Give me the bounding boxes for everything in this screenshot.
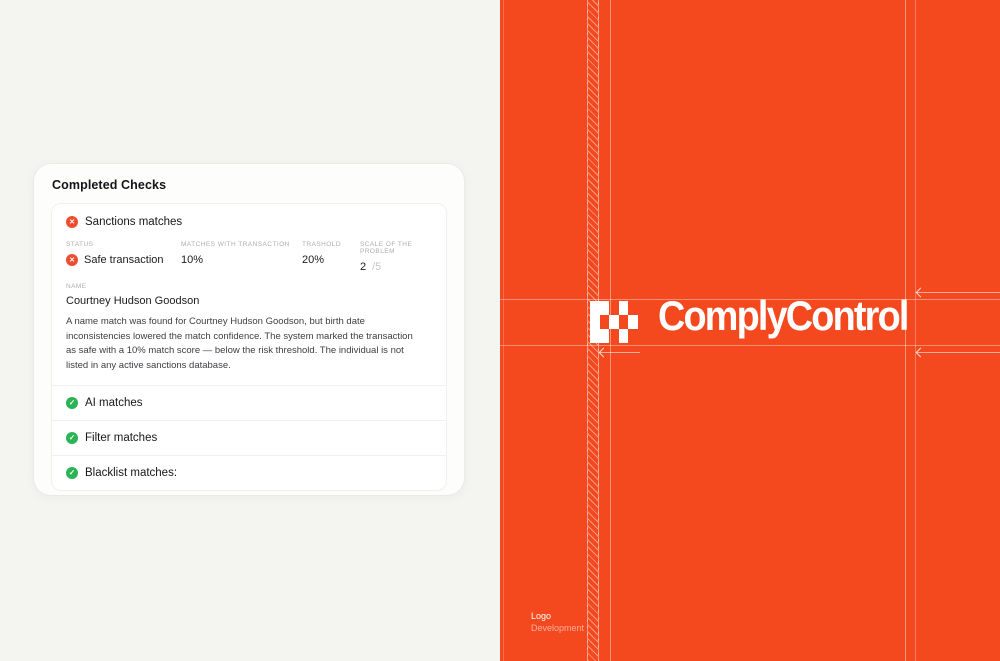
check-circle-icon: ✓ [66, 432, 78, 444]
stat-status: STATUS ✕ Safe transaction [66, 241, 181, 273]
sanctions-header[interactable]: ✕ Sanctions matches [66, 216, 432, 228]
checks-list: ✕ Sanctions matches STATUS ✕ Safe transa… [51, 203, 447, 491]
scale-suffix: /5 [372, 261, 382, 273]
stat-value: 10% [181, 254, 204, 266]
x-circle-icon: ✕ [66, 254, 78, 266]
name-value: Courtney Hudson Goodson [66, 295, 200, 307]
guide-line-vertical [610, 0, 611, 661]
x-circle-icon: ✕ [66, 216, 78, 228]
guide-line-vertical [503, 0, 504, 661]
guide-line-vertical [915, 0, 916, 661]
name-label: NAME [66, 283, 87, 290]
check-circle-icon: ✓ [66, 467, 78, 479]
sanctions-stats: STATUS ✕ Safe transaction MATCHES WITH T… [66, 241, 432, 273]
dimension-arrow-line [600, 352, 640, 353]
check-row-blacklist-matches[interactable]: ✓ Blacklist matches: [52, 455, 446, 490]
stat-value: ✕ Safe transaction [66, 254, 181, 266]
check-row-ai-matches[interactable]: ✓ AI matches [52, 385, 446, 420]
brand-wordmark: ComplyControl [658, 292, 909, 339]
logo-mark [590, 301, 638, 343]
check-row-label: Filter matches [85, 432, 158, 444]
stat-label: STATUS [66, 241, 94, 248]
name-block: NAME Courtney Hudson Goodson [66, 283, 432, 307]
check-row-filter-matches[interactable]: ✓ Filter matches [52, 420, 446, 455]
stat-value: 2/5 [360, 261, 432, 273]
stat-scale: SCALE OF THE PROBLEM 2/5 [360, 241, 432, 273]
completed-checks-card: Completed Checks ✕ Sanctions matches STA… [33, 163, 465, 496]
check-row-label: Blacklist matches: [85, 467, 178, 479]
brand-panel: ComplyControl Logo Development [500, 0, 1000, 661]
caption-line-2: Development [531, 623, 585, 633]
dimension-arrow-line [917, 352, 1000, 353]
logo-lockup: ComplyControl [500, 0, 1000, 661]
stat-label: MATCHES WITH TRANSACTION [181, 241, 290, 248]
stat-value: 20% [302, 254, 325, 266]
sanctions-label: Sanctions matches [85, 216, 183, 228]
stat-threshold: TRASHOLD 20% [302, 241, 360, 273]
caption-line-1: Logo [531, 611, 552, 621]
card-title: Completed Checks [52, 178, 167, 192]
status-text: Safe transaction [84, 254, 164, 266]
dimension-arrow-line [917, 292, 1000, 293]
sanctions-section[interactable]: ✕ Sanctions matches STATUS ✕ Safe transa… [52, 204, 446, 385]
guide-line-horizontal [500, 299, 1000, 300]
checks-panel: Completed Checks ✕ Sanctions matches STA… [33, 163, 465, 496]
panel-caption: Logo Development [531, 610, 584, 634]
stat-label: TRASHOLD [302, 241, 341, 248]
guide-line-vertical [905, 0, 906, 661]
guide-line-horizontal [500, 345, 1000, 346]
match-description: A name match was found for Courtney Huds… [66, 316, 413, 371]
scale-value: 2 [360, 261, 367, 273]
check-circle-icon: ✓ [66, 397, 78, 409]
stat-matches: MATCHES WITH TRANSACTION 10% [181, 241, 302, 273]
check-row-label: AI matches [85, 397, 143, 409]
stat-label: SCALE OF THE PROBLEM [360, 241, 413, 255]
